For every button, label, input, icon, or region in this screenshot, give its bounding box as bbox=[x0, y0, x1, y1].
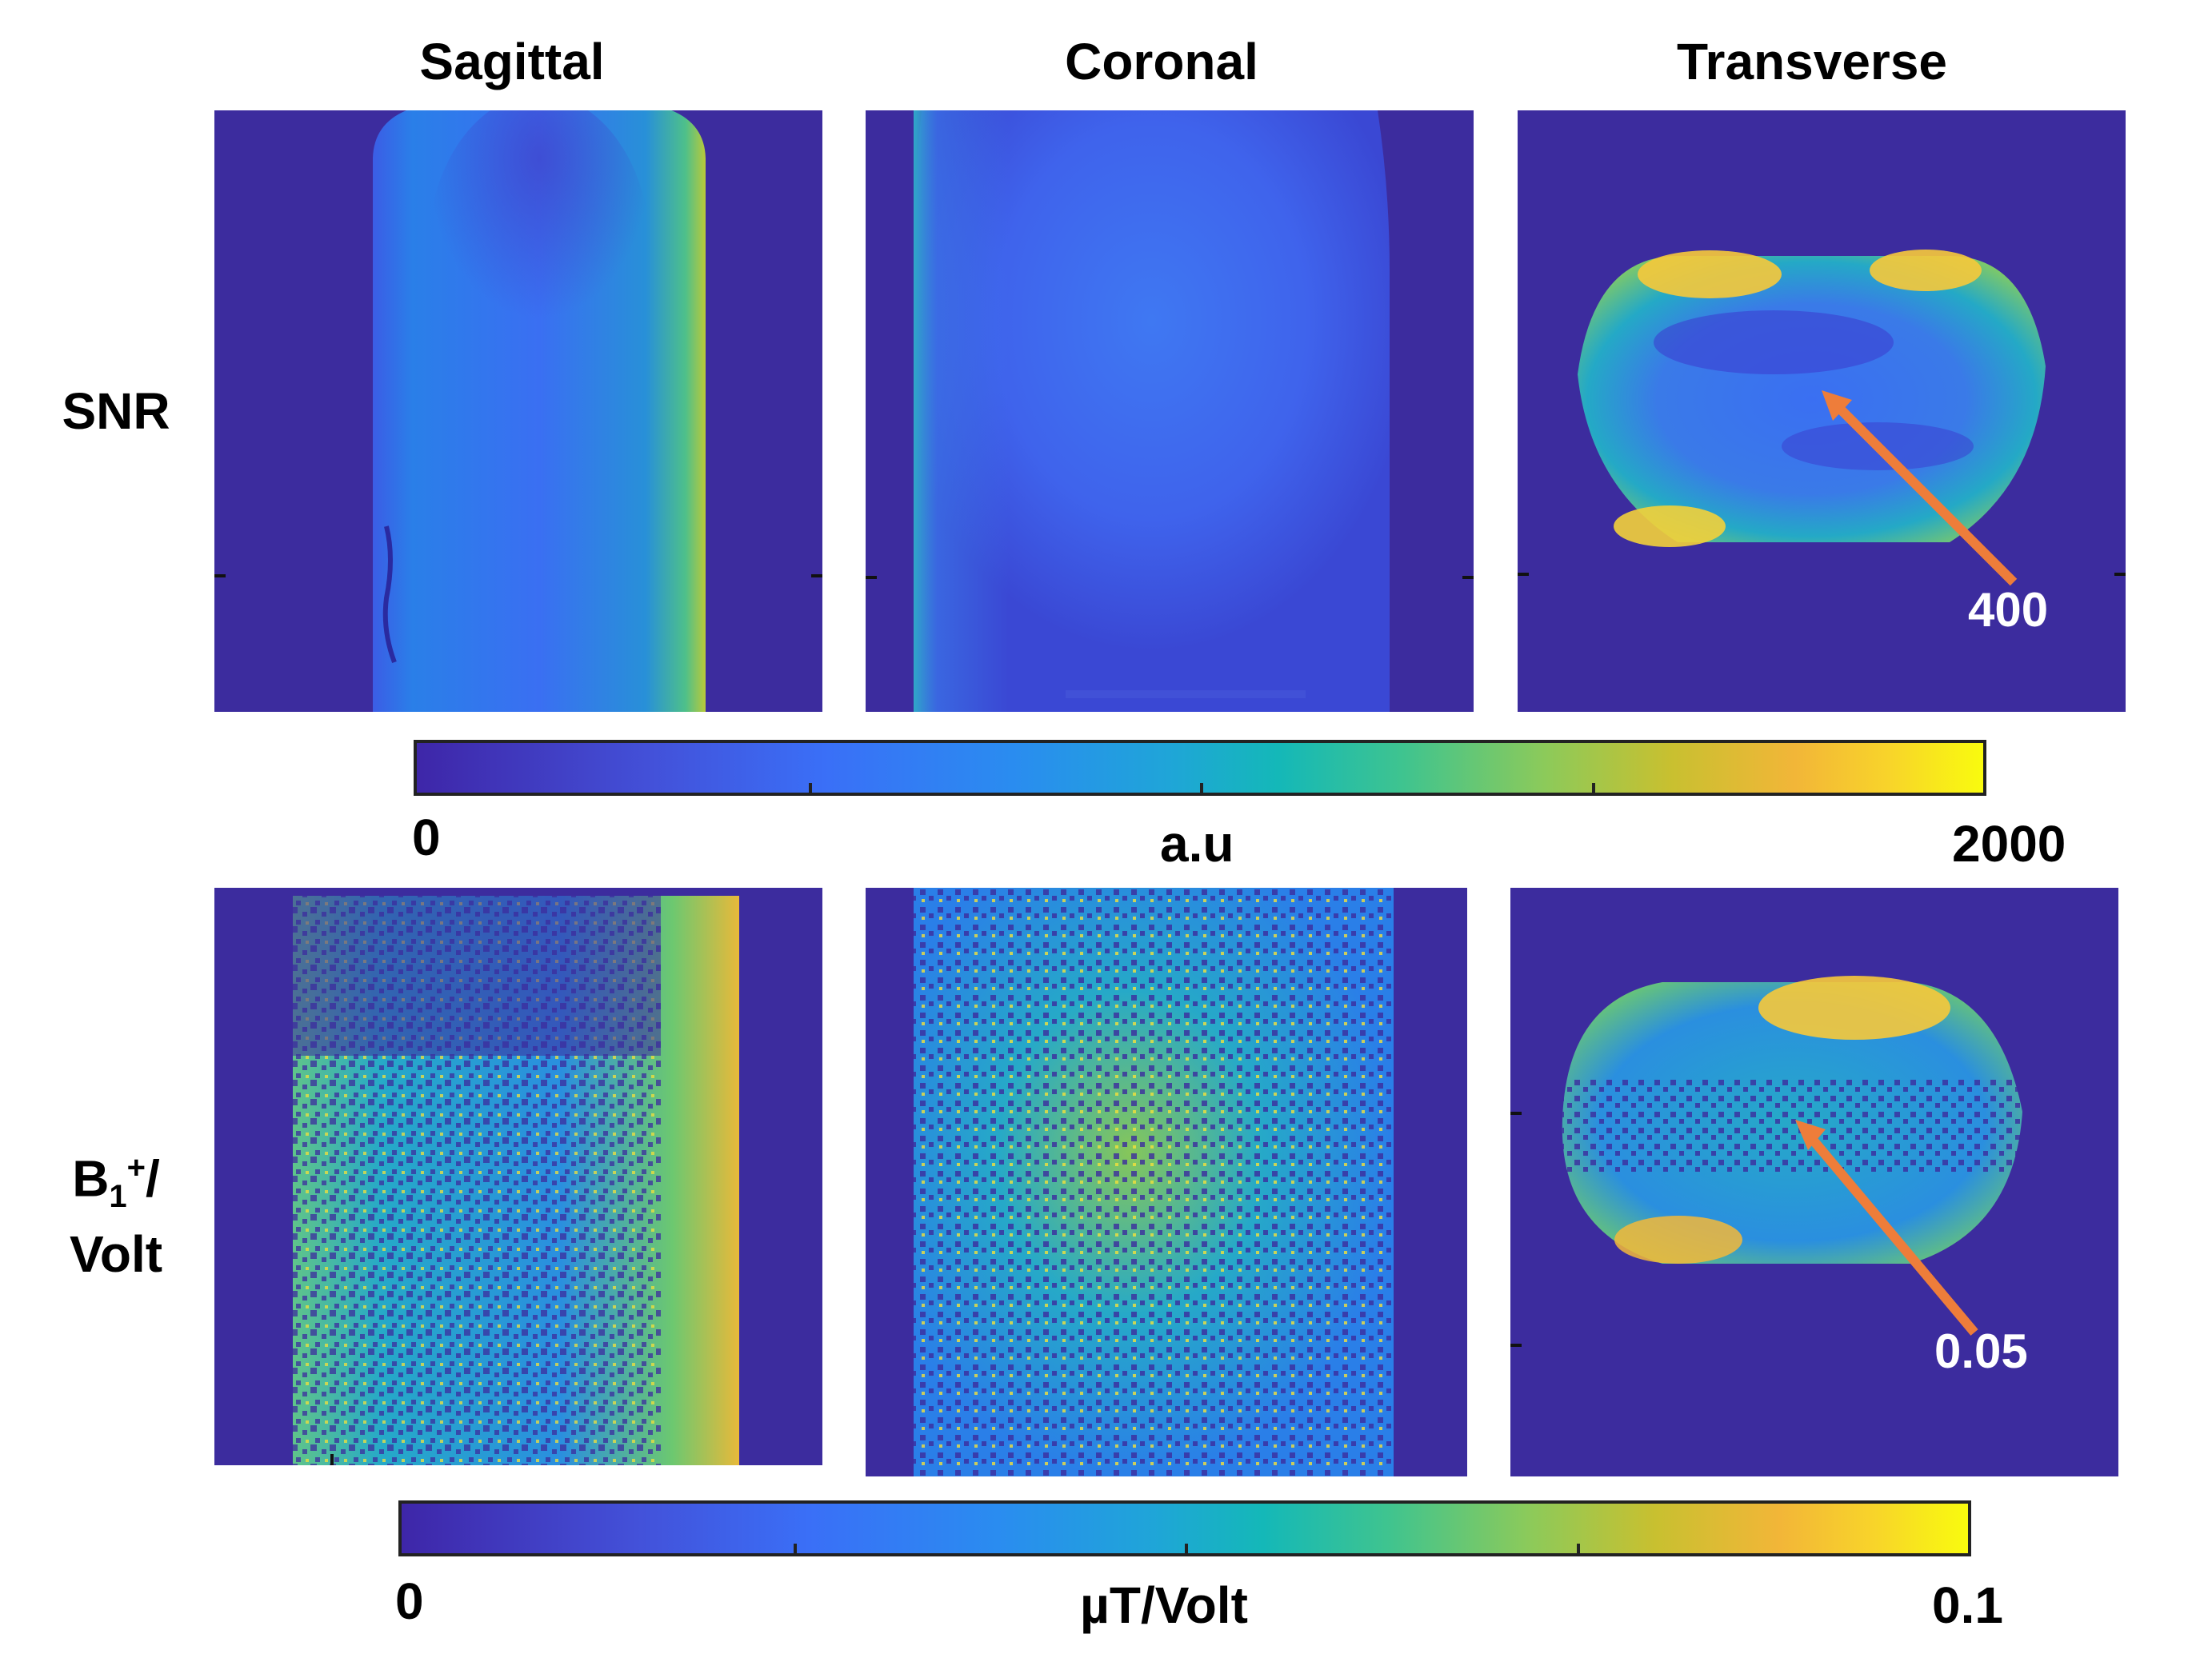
axis-tick bbox=[811, 574, 822, 577]
colorbar-b1 bbox=[398, 1500, 1971, 1556]
colorbar-tick bbox=[1576, 1544, 1580, 1553]
b1-slash: / bbox=[146, 1149, 160, 1208]
axis-tick bbox=[1510, 1112, 1522, 1115]
column-title-transverse: Transverse bbox=[1676, 33, 1948, 90]
colorbar-b1-min: 0 bbox=[395, 1572, 424, 1630]
colorbar-snr-min: 0 bbox=[412, 809, 441, 866]
arrow-head-icon bbox=[1822, 390, 1852, 421]
colorbar-tick bbox=[1200, 783, 1203, 793]
column-title-sagittal: Sagittal bbox=[419, 33, 605, 90]
b1-sagittal-image bbox=[214, 888, 822, 1465]
arrow-b1 bbox=[1801, 1127, 1978, 1336]
row-label-b1-per-volt: B1+/ Volt bbox=[48, 1152, 184, 1280]
arrow-snr bbox=[1827, 396, 2018, 586]
b1-coronal-image bbox=[866, 888, 1467, 1476]
column-title-coronal: Coronal bbox=[1065, 33, 1258, 90]
callout-b1-value: 0.05 bbox=[1934, 1324, 2028, 1378]
arrow-head-icon bbox=[1795, 1120, 1826, 1150]
colorbar-tick bbox=[808, 783, 812, 793]
b1-transverse-image bbox=[1510, 888, 2118, 1476]
snr-transverse-map: 400 bbox=[1518, 110, 2126, 712]
b1-subscript: 1 bbox=[109, 1179, 127, 1215]
colorbar-tick bbox=[793, 1544, 797, 1553]
colorbar-snr-max: 2000 bbox=[1952, 815, 2066, 873]
snr-coronal-image bbox=[866, 110, 1474, 712]
snr-coronal-map bbox=[866, 110, 1474, 712]
snr-transverse-image bbox=[1518, 110, 2126, 712]
axis-tick bbox=[2114, 573, 2126, 576]
colorbar-b1-max: 0.1 bbox=[1932, 1576, 2003, 1634]
colorbar-b1-unit: µT/Volt bbox=[1080, 1576, 1248, 1634]
snr-sagittal-map bbox=[214, 110, 822, 712]
b1-sagittal-map bbox=[214, 888, 822, 1465]
colorbar-snr-unit: a.u bbox=[1160, 815, 1234, 873]
axis-tick bbox=[866, 576, 877, 579]
callout-snr-value: 400 bbox=[1968, 583, 2049, 637]
colorbar-tick bbox=[1185, 1544, 1188, 1553]
b1-coronal-map bbox=[866, 888, 1467, 1476]
colorbar-snr bbox=[414, 740, 1986, 796]
row-label-snr: SNR bbox=[62, 382, 170, 440]
axis-tick bbox=[1518, 573, 1529, 576]
snr-sagittal-image bbox=[214, 110, 822, 712]
b1-transverse-map: 0.05 bbox=[1510, 888, 2118, 1476]
colorbar-tick bbox=[1591, 783, 1595, 793]
axis-tick bbox=[214, 574, 226, 577]
axis-tick bbox=[330, 1454, 334, 1465]
b1-unit-volt: Volt bbox=[69, 1225, 163, 1284]
b1-symbol: B bbox=[72, 1149, 110, 1208]
axis-tick bbox=[1510, 1344, 1522, 1347]
axis-tick bbox=[1462, 576, 1474, 579]
b1-superscript: + bbox=[126, 1150, 146, 1185]
